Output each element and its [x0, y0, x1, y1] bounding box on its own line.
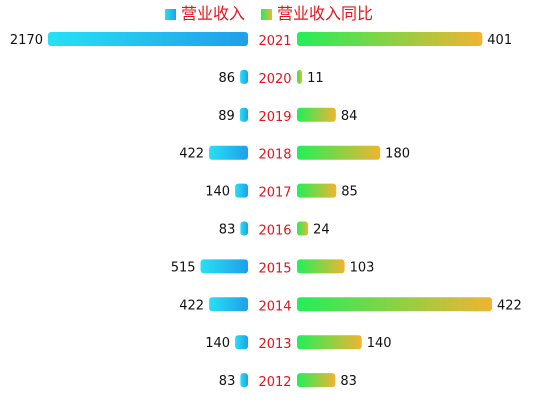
revenue-yoy-value-label: 422 [497, 298, 522, 313]
legend-label-revenue-yoy: 营业收入同比 [277, 4, 374, 23]
year-label: 2021 [258, 34, 291, 49]
revenue-bar [235, 335, 248, 350]
revenue-yoy-bar [297, 145, 381, 160]
revenue-yoy-value-label: 24 [313, 223, 330, 238]
revenue-bar [240, 221, 248, 236]
year-label: 2016 [258, 224, 291, 239]
year-label: 2015 [258, 261, 291, 276]
year-label: 2019 [258, 110, 291, 125]
revenue-value-label: 83 [219, 374, 236, 389]
revenue-bar [48, 32, 248, 46]
revenue-value-label: 86 [219, 71, 236, 86]
revenue-value-label: 83 [219, 223, 236, 238]
year-label: 2018 [258, 148, 291, 163]
revenue-bar [200, 259, 248, 274]
year-label: 2014 [258, 299, 291, 314]
revenue-bar [240, 69, 248, 84]
legend-label-revenue: 营业收入 [181, 4, 246, 23]
legend-swatch-revenue [165, 8, 176, 20]
legend-swatch-revenue-yoy [261, 8, 272, 20]
legend-item-revenue-yoy[interactable]: 营业收入同比 [261, 4, 373, 24]
revenue-bar [239, 107, 248, 122]
revenue-yoy-value-label: 84 [341, 109, 358, 124]
revenue-yoy-value-label: 11 [307, 71, 324, 86]
revenue-yoy-bar [297, 183, 337, 198]
year-label: 2020 [258, 72, 291, 87]
revenue-yoy-bar [297, 335, 362, 350]
revenue-value-label: 422 [179, 147, 204, 162]
year-label: 2013 [258, 337, 291, 352]
revenue-value-label: 140 [205, 185, 230, 200]
legend-item-revenue[interactable]: 营业收入 [165, 4, 245, 24]
revenue-bar [240, 373, 248, 388]
revenue-yoy-value-label: 180 [385, 147, 410, 162]
revenue-value-label: 140 [205, 336, 230, 351]
revenue-yoy-bar [297, 259, 345, 274]
revenue-bar [209, 145, 248, 160]
revenue-yoy-bar [297, 32, 483, 46]
revenue-yoy-bar [297, 373, 336, 388]
revenue-yoy-value-label: 103 [350, 260, 375, 275]
revenue-yoy-bar [297, 69, 303, 84]
revenue-yoy-value-label: 401 [487, 33, 512, 48]
revenue-yoy-value-label: 83 [340, 374, 357, 389]
revenue-bar [209, 297, 248, 312]
legend: 营业收入 营业收入同比 [0, 4, 550, 26]
revenue-yoy-value-label: 85 [341, 185, 358, 200]
revenue-value-label: 422 [179, 298, 204, 313]
revenue-yoy-bar [297, 221, 309, 236]
revenue-yoy-bar [297, 297, 492, 312]
year-label: 2012 [258, 375, 291, 390]
revenue-value-label: 515 [171, 260, 196, 275]
year-label: 2017 [258, 186, 291, 201]
chart-marks: 2021 2170 401 2020 86 11 2019 89 84 2018 422 180 201… [10, 32, 522, 390]
revenue-yoy-value-label: 140 [367, 336, 392, 351]
revenue-bar [235, 183, 248, 198]
revenue-value-label: 2170 [10, 33, 43, 48]
revenue-yoy-bar [297, 107, 336, 122]
revenue-value-label: 89 [218, 109, 235, 124]
